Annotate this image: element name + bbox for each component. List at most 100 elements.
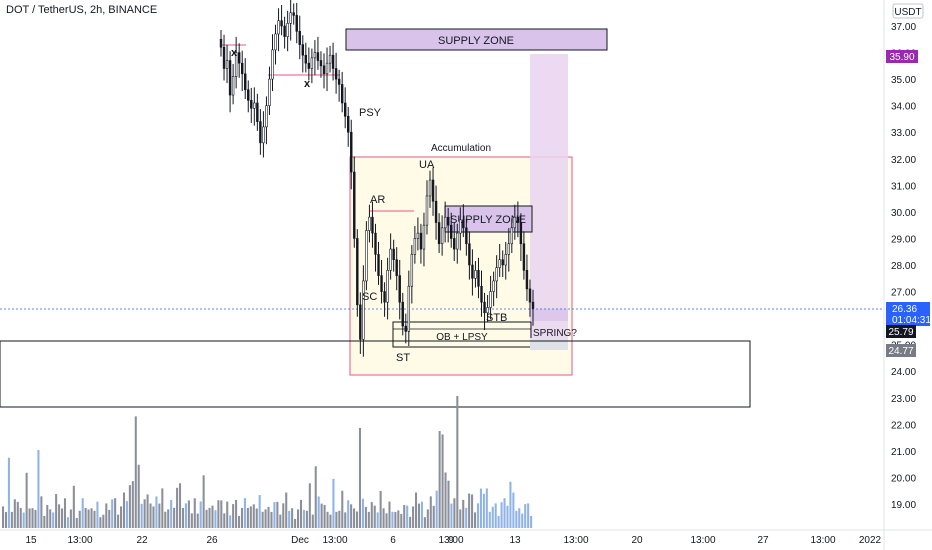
volume-bar-68 (202, 475, 205, 528)
volume-bar-48 (143, 499, 146, 528)
time-tick-4: Dec (291, 535, 309, 546)
volume-bar-45 (134, 416, 137, 528)
volume-bar-158 (468, 493, 471, 528)
candle-84 (474, 270, 477, 279)
volume-bar-100 (297, 509, 300, 528)
volume-bar-64 (190, 513, 193, 528)
projection-column (530, 54, 568, 350)
candle-23 (289, 12, 292, 24)
candle-74 (443, 216, 447, 229)
volume-bar-93 (276, 501, 279, 528)
candle-8 (244, 73, 247, 91)
volume-bar-99 (294, 519, 297, 528)
volume-bar-98 (291, 508, 294, 528)
volume-bar-20 (61, 508, 64, 528)
candle-71 (434, 200, 438, 223)
volume-bar-112 (332, 478, 335, 528)
price-tick-18: 19.00 (891, 500, 916, 511)
candle-51 (374, 232, 377, 255)
volume-bar-121 (358, 428, 362, 528)
volume-bar-155 (459, 509, 462, 528)
volume-bar-19 (58, 504, 61, 528)
candle-22 (286, 23, 289, 37)
volume-bar-70 (208, 507, 211, 528)
time-tick-13: 27 (757, 535, 769, 546)
volume-bar-103 (305, 510, 308, 528)
volume-bar-106 (314, 466, 317, 528)
time-ticks: 15 13:00 22 26 Dec 13:00 6 13:009 13 13:00 20 13:00… (25, 535, 881, 546)
demand-zone[interactable] (0, 340, 751, 408)
volume-bar-58 (173, 507, 176, 528)
volume-bar-49 (146, 494, 149, 528)
volume-bar-9 (28, 508, 31, 528)
volume-bar-5 (16, 501, 19, 528)
price-tick-0: 37.00 (891, 22, 916, 33)
volume-bar-174 (515, 510, 518, 528)
volume-bar-163 (482, 493, 485, 528)
volume-bar-88 (261, 511, 264, 528)
candle-41 (343, 102, 347, 117)
volume-bar-161 (476, 503, 480, 528)
volume-bar-96 (285, 492, 288, 528)
volume-bar-162 (479, 488, 482, 528)
volume-bar-80 (238, 515, 241, 528)
symbol-title: DOT / TetherUS, 2h, BINANCE (6, 4, 158, 16)
volume-bar-13 (40, 496, 43, 528)
candle-36 (328, 54, 332, 64)
volume-bar-57 (170, 499, 173, 528)
price-tick-5: 32.00 (891, 155, 916, 166)
volume-bar-62 (184, 503, 187, 528)
volume-bar-164 (485, 488, 488, 528)
candle-103 (531, 301, 535, 309)
time-tick-14: 13:00 (810, 535, 835, 546)
time-tick-5: 13:00 (322, 535, 347, 546)
time-tick-1: 13:00 (67, 535, 92, 546)
volume-bar-47 (140, 503, 143, 528)
volume-bar-83 (246, 507, 249, 528)
volume-bar-113 (335, 511, 338, 528)
candle-3 (228, 60, 232, 96)
st-label: ST (396, 352, 410, 364)
candle-39 (337, 78, 341, 85)
candle-57 (392, 248, 395, 260)
volume-bar-168 (497, 515, 500, 528)
volume-bar-84 (249, 506, 252, 528)
ar-label: AR (370, 194, 385, 206)
ob-lpsy-box[interactable] (392, 321, 532, 348)
price-tick-7: 30.00 (891, 208, 916, 219)
volume-bar-78 (232, 504, 235, 528)
price-tick-6: 31.00 (891, 181, 916, 192)
volume-bar-150 (444, 472, 447, 528)
candle-73 (440, 227, 444, 245)
volume-bar-135 (400, 513, 403, 528)
volume-bar-148 (438, 431, 441, 528)
candle-38 (334, 68, 338, 80)
psy-label: PSY (359, 107, 382, 119)
volume-bar-8 (25, 472, 28, 528)
supply-zone-top[interactable] (345, 28, 608, 51)
volume-bar-152 (450, 503, 453, 528)
volume-bar-176 (521, 513, 524, 528)
spring-box (530, 309, 568, 321)
price-tick-8: 29.00 (891, 234, 916, 245)
candle-47 (362, 280, 365, 340)
volume-bars (2, 396, 533, 528)
candle-85 (477, 270, 480, 287)
volume-bar-170 (503, 498, 506, 528)
candle-48 (365, 230, 368, 282)
candle-6 (237, 52, 241, 64)
price-tick-17: 20.00 (891, 473, 916, 484)
volume-bar-24 (72, 485, 75, 528)
volume-bar-139 (412, 506, 415, 528)
candle-54 (383, 291, 386, 303)
supply-zone-top-label: SUPPLY ZONE (438, 35, 514, 47)
candles (219, 0, 535, 357)
last-price-text: 26.36 (892, 304, 917, 315)
candle-98 (516, 216, 520, 223)
volume-bar-75 (223, 513, 226, 528)
volume-bar-94 (279, 514, 282, 528)
volume-bar-15 (46, 505, 49, 528)
volume-bar-25 (75, 517, 78, 528)
time-tick-3: 26 (206, 535, 218, 546)
